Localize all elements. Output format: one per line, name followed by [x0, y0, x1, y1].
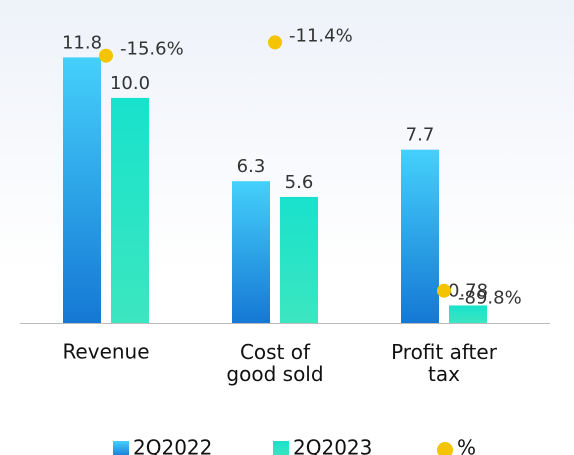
- percent-dot: [99, 48, 113, 63]
- percent-dot: [268, 35, 282, 50]
- bar: [111, 97, 149, 323]
- category-label: Profit after tax: [391, 340, 498, 386]
- value-label: 5.6: [285, 172, 314, 193]
- category-label: Revenue: [62, 340, 149, 364]
- value-label: 10.0: [110, 73, 150, 94]
- bar: [232, 181, 270, 323]
- legend-swatch: [113, 441, 129, 455]
- value-label: 11.8: [62, 32, 102, 53]
- percent-label: -89.8%: [458, 288, 522, 309]
- category-label: Cost of good sold: [226, 340, 323, 386]
- legend-label: %: [457, 436, 476, 455]
- bar: [63, 57, 101, 323]
- legend-label: 2Q2023: [293, 436, 372, 455]
- value-label: 0.78: [448, 280, 488, 301]
- percent-dot: [437, 283, 451, 298]
- legend-swatch: [437, 442, 453, 455]
- value-label: 7.7: [406, 125, 435, 146]
- bar: [401, 149, 439, 323]
- percent-label: -11.4%: [289, 25, 353, 46]
- value-label: 6.3: [237, 156, 266, 177]
- percent-label: -15.6%: [120, 39, 184, 60]
- bar: [280, 196, 318, 323]
- legend-swatch: [273, 441, 289, 455]
- bar: [449, 305, 487, 323]
- legend-label: 2Q2022: [133, 436, 212, 455]
